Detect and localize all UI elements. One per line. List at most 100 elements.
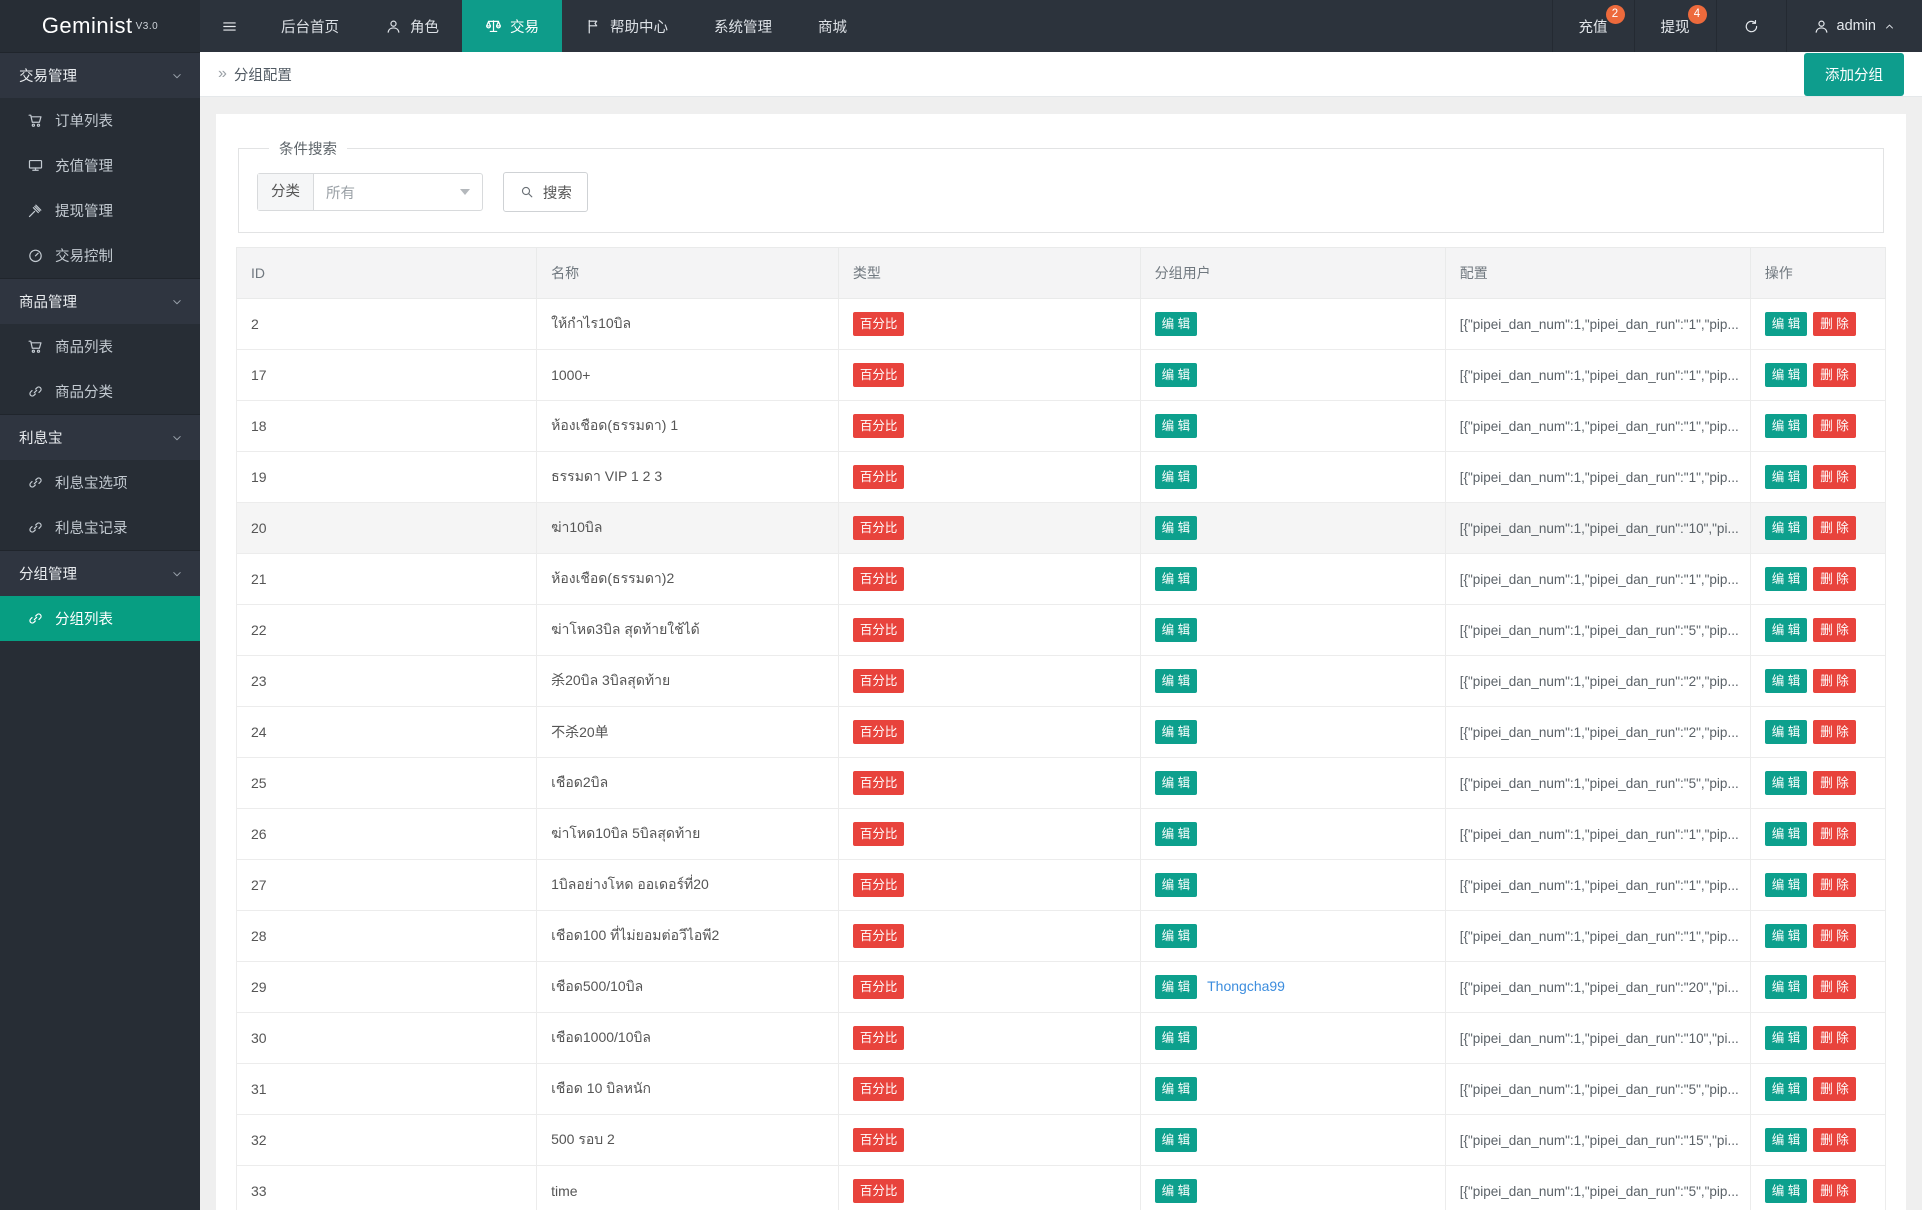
group-edit-button[interactable]: 编 辑: [1154, 1127, 1198, 1153]
sidebar-item[interactable]: 充值管理: [0, 143, 200, 188]
edit-button[interactable]: 编 辑: [1764, 1025, 1808, 1051]
delete-button[interactable]: 删 除: [1813, 1076, 1856, 1102]
delete-button[interactable]: 删 除: [1813, 566, 1856, 592]
edit-button[interactable]: 编 辑: [1764, 1127, 1808, 1153]
row-name: 1บิลอย่างโหด ออเดอร์ที่20: [551, 876, 709, 892]
edit-button[interactable]: 编 辑: [1764, 821, 1808, 847]
group-edit-button[interactable]: 编 辑: [1154, 923, 1198, 949]
category-select[interactable]: 所有: [314, 174, 482, 210]
delete-button[interactable]: 删 除: [1813, 515, 1856, 541]
sidebar-item[interactable]: 商品列表: [0, 324, 200, 369]
add-group-button[interactable]: 添加分组: [1804, 52, 1904, 96]
cell-group-user: 编 辑: [1139, 757, 1446, 809]
group-edit-button[interactable]: 编 辑: [1154, 770, 1198, 796]
actions-wrap: 编 辑 删 除: [1764, 362, 1871, 388]
edit-button[interactable]: 编 辑: [1764, 1076, 1808, 1102]
delete-button[interactable]: 删 除: [1813, 974, 1856, 1000]
top-nav-item[interactable]: 交易: [462, 0, 562, 52]
group-edit-button[interactable]: 编 辑: [1154, 974, 1198, 1000]
cell-config: [{"pipei_dan_num":1,"pipei_dan_run":"15"…: [1444, 1114, 1751, 1166]
sidebar-section-title[interactable]: 利息宝: [0, 414, 200, 460]
group-edit-button[interactable]: 编 辑: [1154, 617, 1198, 643]
delete-button[interactable]: 删 除: [1813, 821, 1856, 847]
delete-button[interactable]: 删 除: [1813, 872, 1856, 898]
delete-button[interactable]: 删 除: [1813, 668, 1856, 694]
sidebar-toggle-button[interactable]: [200, 0, 258, 52]
group-edit-button[interactable]: 编 辑: [1154, 1178, 1198, 1204]
column-header-id: ID: [235, 247, 538, 299]
type-badge: 百分比: [852, 872, 905, 898]
sidebar-item[interactable]: 商品分类: [0, 369, 200, 414]
edit-button[interactable]: 编 辑: [1764, 923, 1808, 949]
edit-button[interactable]: 编 辑: [1764, 668, 1808, 694]
edit-button[interactable]: 编 辑: [1764, 464, 1808, 490]
edit-button[interactable]: 编 辑: [1764, 617, 1808, 643]
edit-button[interactable]: 编 辑: [1764, 770, 1808, 796]
group-edit-button[interactable]: 编 辑: [1154, 566, 1198, 592]
cell-actions: 编 辑 删 除: [1749, 400, 1887, 452]
edit-button[interactable]: 编 辑: [1764, 311, 1808, 337]
edit-button[interactable]: 编 辑: [1764, 362, 1808, 388]
recharge-nav-item[interactable]: 充值 2: [1551, 0, 1634, 52]
top-nav-item[interactable]: 后台首页: [258, 0, 362, 52]
delete-button[interactable]: 删 除: [1813, 1127, 1856, 1153]
delete-button[interactable]: 删 除: [1813, 413, 1856, 439]
cell-id: 22: [235, 604, 538, 656]
delete-button[interactable]: 删 除: [1813, 719, 1856, 745]
delete-button[interactable]: 删 除: [1813, 1178, 1856, 1204]
group-edit-button[interactable]: 编 辑: [1154, 413, 1198, 439]
sidebar-section-title[interactable]: 分组管理: [0, 550, 200, 596]
row-id: 26: [251, 826, 267, 842]
group-edit-button[interactable]: 编 辑: [1154, 362, 1198, 388]
delete-button[interactable]: 删 除: [1813, 311, 1856, 337]
search-button[interactable]: 搜索: [502, 172, 588, 212]
cell-id: 27: [235, 859, 538, 911]
top-nav-item[interactable]: 帮助中心: [562, 0, 691, 52]
group-edit-button[interactable]: 编 辑: [1154, 1025, 1198, 1051]
sidebar-item[interactable]: 订单列表: [0, 98, 200, 143]
delete-button[interactable]: 删 除: [1813, 617, 1856, 643]
edit-button[interactable]: 编 辑: [1764, 566, 1808, 592]
top-nav-item[interactable]: 系统管理: [691, 0, 795, 52]
group-edit-button[interactable]: 编 辑: [1154, 464, 1198, 490]
sidebar-item[interactable]: 提现管理: [0, 188, 200, 233]
edit-button[interactable]: 编 辑: [1764, 515, 1808, 541]
sidebar-item[interactable]: 利息宝记录: [0, 505, 200, 550]
cell-group-user: 编 辑: [1139, 1063, 1446, 1115]
group-edit-button[interactable]: 编 辑: [1154, 719, 1198, 745]
delete-button[interactable]: 删 除: [1813, 923, 1856, 949]
top-nav-item[interactable]: 角色: [362, 0, 462, 52]
group-edit-button[interactable]: 编 辑: [1154, 1076, 1198, 1102]
table-row: 25 เชือด2บิล 百分比 编 辑 [{"pipei_dan_num":1…: [235, 757, 1887, 809]
edit-button[interactable]: 编 辑: [1764, 719, 1808, 745]
type-badge: 百分比: [852, 974, 905, 1000]
edit-button[interactable]: 编 辑: [1764, 413, 1808, 439]
sidebar-item[interactable]: 分组列表: [0, 596, 200, 641]
group-user-link[interactable]: Thongcha99: [1207, 977, 1285, 994]
delete-button[interactable]: 删 除: [1813, 362, 1856, 388]
group-edit-button[interactable]: 编 辑: [1154, 515, 1198, 541]
delete-button[interactable]: 删 除: [1813, 770, 1856, 796]
edit-button[interactable]: 编 辑: [1764, 872, 1808, 898]
cell-actions: 编 辑 删 除: [1749, 859, 1887, 911]
row-config: [{"pipei_dan_num":1,"pipei_dan_run":"5",…: [1459, 776, 1739, 791]
sidebar-item[interactable]: 利息宝选项: [0, 460, 200, 505]
delete-button[interactable]: 删 除: [1813, 1025, 1856, 1051]
row-name: ฆ่า10บิล: [551, 519, 603, 535]
top-nav-item[interactable]: 商城: [795, 0, 870, 52]
sidebar-item[interactable]: 交易控制: [0, 233, 200, 278]
sidebar-section-title[interactable]: 商品管理: [0, 278, 200, 324]
group-edit-button[interactable]: 编 辑: [1154, 872, 1198, 898]
refresh-button[interactable]: [1715, 0, 1786, 52]
user-menu[interactable]: admin: [1785, 0, 1922, 52]
cell-config: [{"pipei_dan_num":1,"pipei_dan_run":"2",…: [1444, 655, 1751, 707]
sidebar-section-title[interactable]: 交易管理: [0, 52, 200, 98]
type-badge: 百分比: [852, 1127, 905, 1153]
delete-button[interactable]: 删 除: [1813, 464, 1856, 490]
edit-button[interactable]: 编 辑: [1764, 1178, 1808, 1204]
group-edit-button[interactable]: 编 辑: [1154, 311, 1198, 337]
withdraw-nav-item[interactable]: 提现 4: [1633, 0, 1716, 52]
edit-button[interactable]: 编 辑: [1764, 974, 1808, 1000]
group-edit-button[interactable]: 编 辑: [1154, 668, 1198, 694]
group-edit-button[interactable]: 编 辑: [1154, 821, 1198, 847]
